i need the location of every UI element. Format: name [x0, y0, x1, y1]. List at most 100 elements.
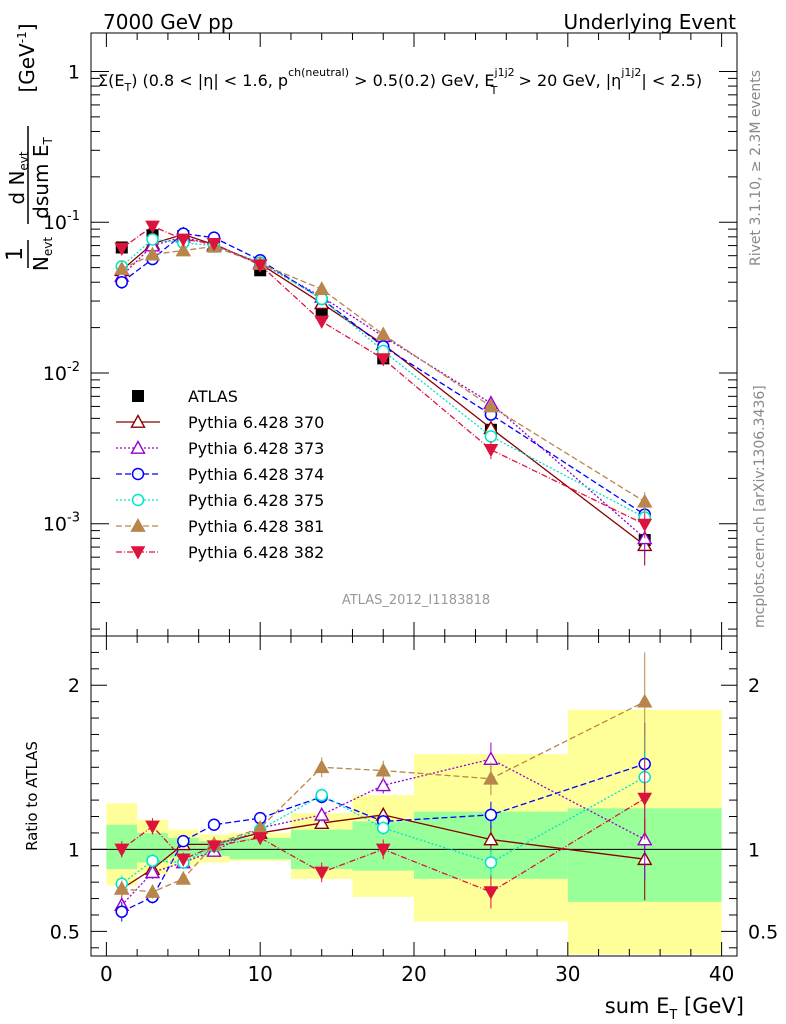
x-tick-label: 0: [100, 962, 113, 986]
x-tick-label: 30: [555, 962, 580, 986]
data-point: [114, 260, 130, 275]
ratio-point: [252, 832, 268, 846]
header-right-label: Underlying Event: [563, 10, 736, 34]
analysis-label: ATLAS_2012_I1183818: [342, 593, 490, 608]
series-p382: [114, 220, 653, 539]
data-point: [637, 493, 653, 508]
data-point: [175, 233, 191, 247]
mcplots-label: mcplots.cern.ch [arXiv:1306.3436]: [752, 385, 768, 628]
data-point: [175, 242, 191, 257]
ratio-point: [314, 806, 330, 821]
legend-marker: [130, 440, 146, 454]
ratio-line: [121, 763, 645, 913]
legend-entry-p382: Pythia 6.428 382: [116, 543, 324, 562]
ratio-point: [375, 843, 391, 857]
x-tick-label: 10: [247, 962, 272, 986]
legend-label: Pythia 6.428 382: [188, 543, 324, 562]
y-tick-label: 1: [68, 61, 80, 83]
ratio-point: [144, 884, 161, 898]
x-tick-label: 20: [401, 962, 426, 986]
ratio-point: [114, 880, 130, 895]
data-point: [314, 315, 330, 329]
ratio-tick-label: 1: [68, 839, 80, 861]
ratio-band-inner: [229, 837, 291, 860]
data-point: [375, 326, 391, 341]
legend-entry-p374: Pythia 6.428 374: [116, 465, 324, 484]
ratio-point: [315, 788, 328, 802]
ratio-point: [483, 886, 499, 900]
data-point: [483, 398, 499, 413]
y-tick-label: 10-3: [43, 511, 80, 536]
ratio-point: [314, 866, 330, 880]
ratio-tick-label: 2: [68, 675, 80, 697]
ratio-point: [483, 831, 499, 846]
ratio-point: [146, 854, 159, 868]
ratio-point: [145, 820, 160, 834]
data-point: [483, 443, 499, 458]
data-point: [144, 246, 161, 261]
ratio-tick-label-right: 2: [748, 675, 760, 697]
svg-text:1: 1: [3, 247, 28, 261]
ratio-point: [175, 870, 191, 885]
series-line: [121, 225, 645, 525]
data-point: [206, 238, 222, 252]
ratio-point: [375, 762, 391, 777]
legend-entry-p381: Pythia 6.428 381: [116, 517, 324, 536]
legend: ATLAS Pythia 6.428 370 Pythia 6.428 373 Pyt…: [116, 387, 324, 562]
svg-text:dsum ET: dsum ET: [29, 137, 55, 219]
legend-label: Pythia 6.428 374: [188, 465, 324, 484]
chart-title: Σ(ET) (0.8 < |η| < 1.6, pch(neutral) > 0…: [98, 66, 702, 97]
ratio-point: [637, 693, 653, 708]
ratio-point: [177, 834, 190, 848]
ratio-tick-label-right: 1: [748, 839, 760, 861]
data-point: [375, 353, 391, 367]
legend-label: ATLAS: [188, 387, 238, 406]
ratio-point: [484, 808, 498, 822]
data-point: [637, 518, 653, 532]
series-line: [121, 232, 646, 516]
ratio-tick-label: 0.5: [50, 921, 80, 943]
y-tick-label: 10-1: [43, 209, 80, 234]
ratio-point: [375, 777, 391, 792]
legend-label: Pythia 6.428 370: [188, 413, 324, 432]
data-point: [114, 242, 130, 256]
ratio-panel: [90, 622, 738, 957]
legend-marker: [131, 493, 145, 507]
ratio-point: [207, 818, 221, 831]
ratio-point: [314, 759, 330, 774]
ratio-line: [121, 701, 646, 893]
data-point: [252, 259, 268, 273]
data-point: [145, 220, 160, 234]
ratio-point: [175, 853, 191, 867]
y-tick-label: 10-2: [43, 360, 80, 385]
ratio-point: [114, 843, 130, 857]
ratio-point: [483, 770, 499, 785]
x-tick-label: 40: [709, 962, 734, 986]
ratio-point: [206, 840, 222, 854]
ratio-point: [484, 856, 498, 869]
legend-entry-atlas: ATLAS: [132, 387, 238, 406]
legend-label: Pythia 6.428 375: [188, 491, 324, 510]
ratio-point: [144, 864, 161, 879]
legend-label: Pythia 6.428 373: [188, 439, 324, 458]
ratio-point: [376, 821, 390, 835]
data-point: [115, 275, 129, 289]
ratio-point: [637, 792, 653, 806]
ratio-point: [314, 815, 330, 829]
legend-marker: [132, 390, 144, 402]
legend-label: Pythia 6.428 381: [188, 517, 324, 536]
data-point: [315, 292, 328, 306]
legend-marker: [130, 518, 146, 532]
ratio-axis-title: Ratio to ATLAS: [23, 741, 41, 851]
legend-entry-p373: Pythia 6.428 373: [116, 439, 324, 458]
ratio-series-p382: [114, 757, 653, 909]
data-point: [146, 233, 159, 246]
legend-marker: [131, 467, 145, 481]
ratio-point: [115, 905, 129, 918]
legend-entry-p370: Pythia 6.428 370: [116, 413, 324, 432]
legend-entry-p375: Pythia 6.428 375: [116, 491, 324, 510]
header-left-label: 7000 GeV pp: [103, 10, 234, 34]
data-point: [484, 430, 498, 443]
ratio-tick-label-right: 0.5: [748, 921, 778, 943]
